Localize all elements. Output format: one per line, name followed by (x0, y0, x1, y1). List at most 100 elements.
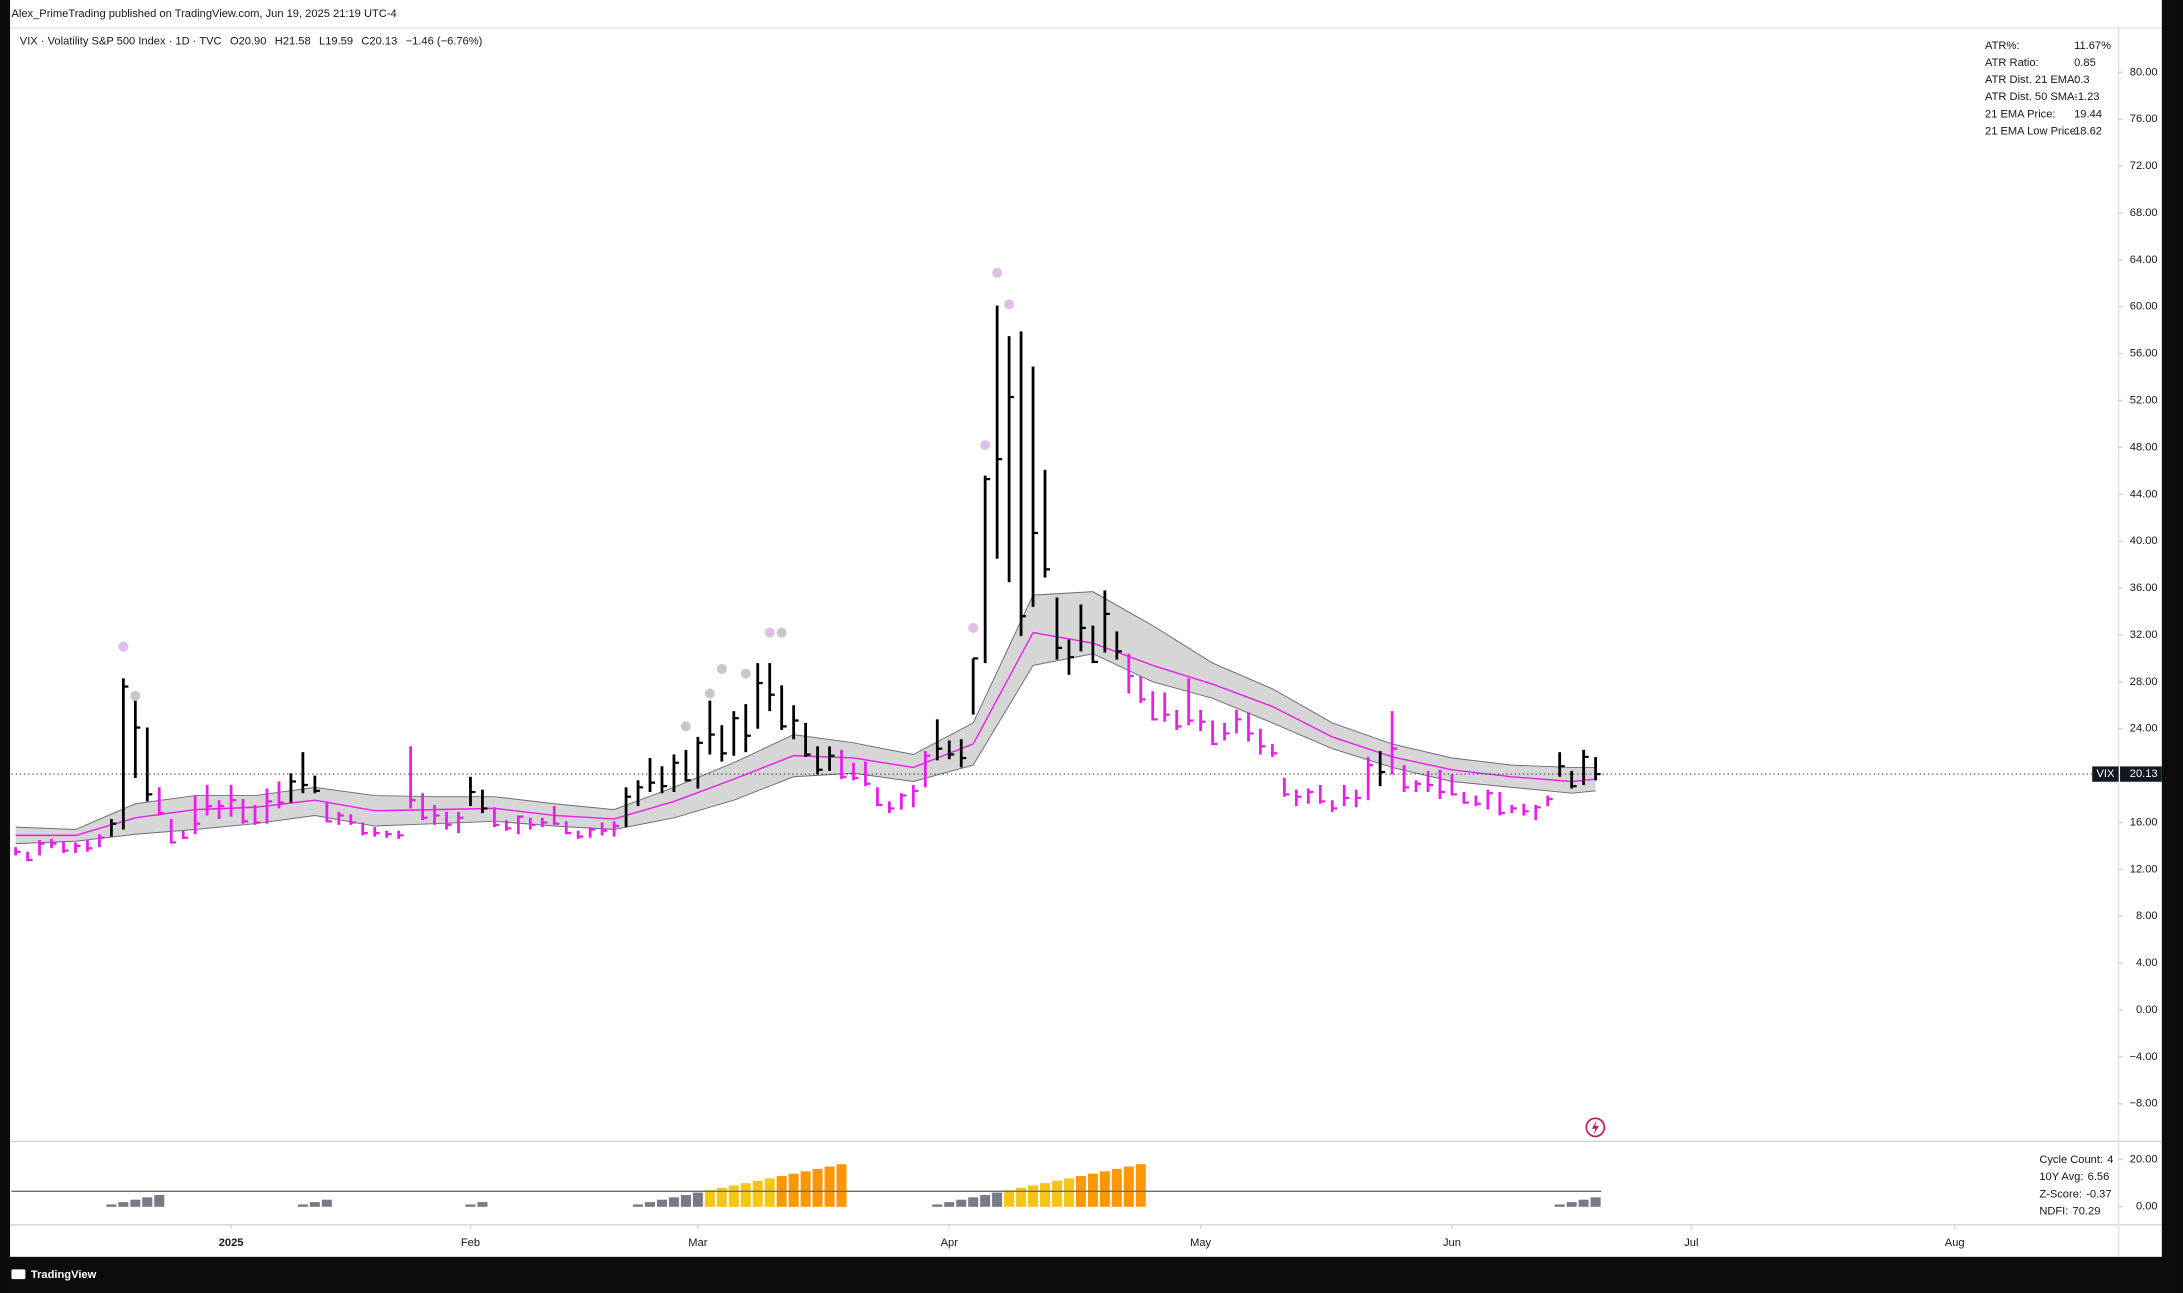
cycle-bar (704, 1190, 715, 1207)
cycle-bar (836, 1164, 847, 1207)
signal-dot (118, 641, 129, 652)
x-tick-label: Apr (941, 1237, 959, 1249)
cycle-bar (309, 1202, 320, 1207)
signal-dot (740, 668, 751, 679)
cycle-bar (968, 1197, 979, 1207)
cycle-bar (154, 1194, 165, 1207)
x-tick-label: Mar (688, 1237, 707, 1249)
ema-line (15, 631, 1596, 837)
cycle-bar (740, 1183, 751, 1207)
price-label-bg (2120, 766, 2162, 782)
cycle-bar (297, 1204, 308, 1207)
cycle-bar (118, 1202, 129, 1207)
legend-close: C20.13 (361, 36, 397, 48)
cycle-bar (692, 1192, 703, 1207)
stat-value: -0.37 (2086, 1188, 2111, 1200)
signal-dot (1004, 299, 1015, 310)
cycle-bar (1004, 1190, 1015, 1207)
x-tick-label: Feb (461, 1237, 480, 1249)
signal-dot (776, 627, 787, 638)
signal-dot (680, 721, 691, 732)
stat-label: 10Y Avg: (2039, 1171, 2083, 1183)
cycle-bar (992, 1192, 1003, 1207)
y-tick-label: 40.00 (2130, 535, 2158, 547)
stat-value: 0.3 (2074, 74, 2089, 86)
cycle-bar (1135, 1164, 1146, 1207)
alert-icon[interactable] (1585, 1117, 1606, 1138)
cycle-bar (800, 1171, 811, 1207)
cycle-bar (1016, 1187, 1027, 1207)
cycle-bar (680, 1194, 691, 1207)
cycle-bar (1554, 1204, 1565, 1207)
cycle-bar (1028, 1185, 1039, 1207)
y-tick-label: 56.00 (2130, 348, 2158, 360)
legend-high: H21.58 (275, 36, 311, 48)
cycle-bar (1123, 1166, 1134, 1207)
cycle-bar (932, 1204, 943, 1207)
stat-value: 70.29 (2073, 1205, 2101, 1217)
publisher: Alex_PrimeTrading published on TradingVi… (11, 8, 396, 20)
cycle-bar (142, 1197, 153, 1207)
band-area (15, 591, 1596, 844)
cycle-bar (944, 1202, 955, 1207)
signal-dot (968, 622, 979, 633)
cycle-bar (1578, 1199, 1589, 1207)
cycle-bar (321, 1199, 332, 1207)
legend-open: O20.90 (230, 36, 266, 48)
legend-symbol: VIX · Volatility S&P 500 Index · 1D · TV… (20, 36, 222, 48)
cycle-bar (812, 1168, 823, 1207)
cycle-bar (1051, 1180, 1062, 1207)
y-tick-label: 0.00 (2136, 1004, 2158, 1016)
cycle-bar (106, 1204, 117, 1207)
cycle-bar (645, 1202, 656, 1207)
legend-low: L19.59 (319, 36, 353, 48)
footer-brand[interactable]: TradingView (31, 1269, 97, 1281)
y-tick-label: 20.00 (2130, 1153, 2158, 1165)
cycle-bar (130, 1199, 141, 1207)
y-tick-label: 8.00 (2136, 910, 2158, 922)
cycle-bar (1111, 1168, 1122, 1207)
signal-dot (704, 688, 715, 699)
y-tick-label: 32.00 (2130, 629, 2158, 641)
cycle-bar (716, 1187, 727, 1207)
stat-label: 21 EMA Price: (1985, 108, 2056, 120)
price-label: 20.13 (2130, 768, 2158, 780)
y-tick-label: 52.00 (2130, 394, 2158, 406)
cycle-bar (465, 1204, 476, 1207)
y-tick-label: 80.00 (2130, 66, 2158, 78)
stat-value: 11.67% (2074, 40, 2111, 52)
stat-value: -1.23 (2074, 91, 2099, 103)
cycle-bar (1087, 1173, 1098, 1207)
cycle-bar (1590, 1197, 1601, 1207)
band-lower (15, 653, 1596, 845)
stat-label: 21 EMA Low Price: (1985, 125, 2079, 137)
symbol-label: VIX (2096, 768, 2115, 780)
cycle-bar (956, 1199, 967, 1207)
y-tick-label: −8.00 (2129, 1098, 2157, 1110)
stat-value: 18.62 (2074, 125, 2102, 137)
y-tick-label: 64.00 (2130, 254, 2158, 266)
stat-label: ATR Ratio: (1985, 57, 2039, 69)
cycle-bar (1039, 1183, 1051, 1207)
legend-change: −1.46 (−6.76%) (406, 36, 483, 48)
cycle-bar (752, 1180, 763, 1207)
stat-label: Cycle Count: (2039, 1154, 2103, 1166)
signal-dot (764, 627, 775, 638)
signal-dot (980, 440, 991, 451)
cycle-bar (980, 1194, 991, 1207)
y-tick-label: 72.00 (2130, 160, 2158, 172)
y-tick-label: 24.00 (2130, 723, 2158, 735)
footer-logo (11, 1269, 26, 1280)
y-tick-label: 44.00 (2130, 488, 2158, 500)
cycle-bar (728, 1185, 739, 1207)
y-tick-label: 60.00 (2130, 301, 2158, 313)
y-tick-label: 68.00 (2130, 207, 2158, 219)
x-tick-label: Jun (1443, 1237, 1461, 1249)
stat-label: ATR%: (1985, 40, 2019, 52)
y-tick-label: 16.00 (2130, 816, 2158, 828)
cycle-bar (788, 1173, 799, 1207)
signal-dot (130, 690, 141, 701)
stat-value: 19.44 (2074, 108, 2102, 120)
